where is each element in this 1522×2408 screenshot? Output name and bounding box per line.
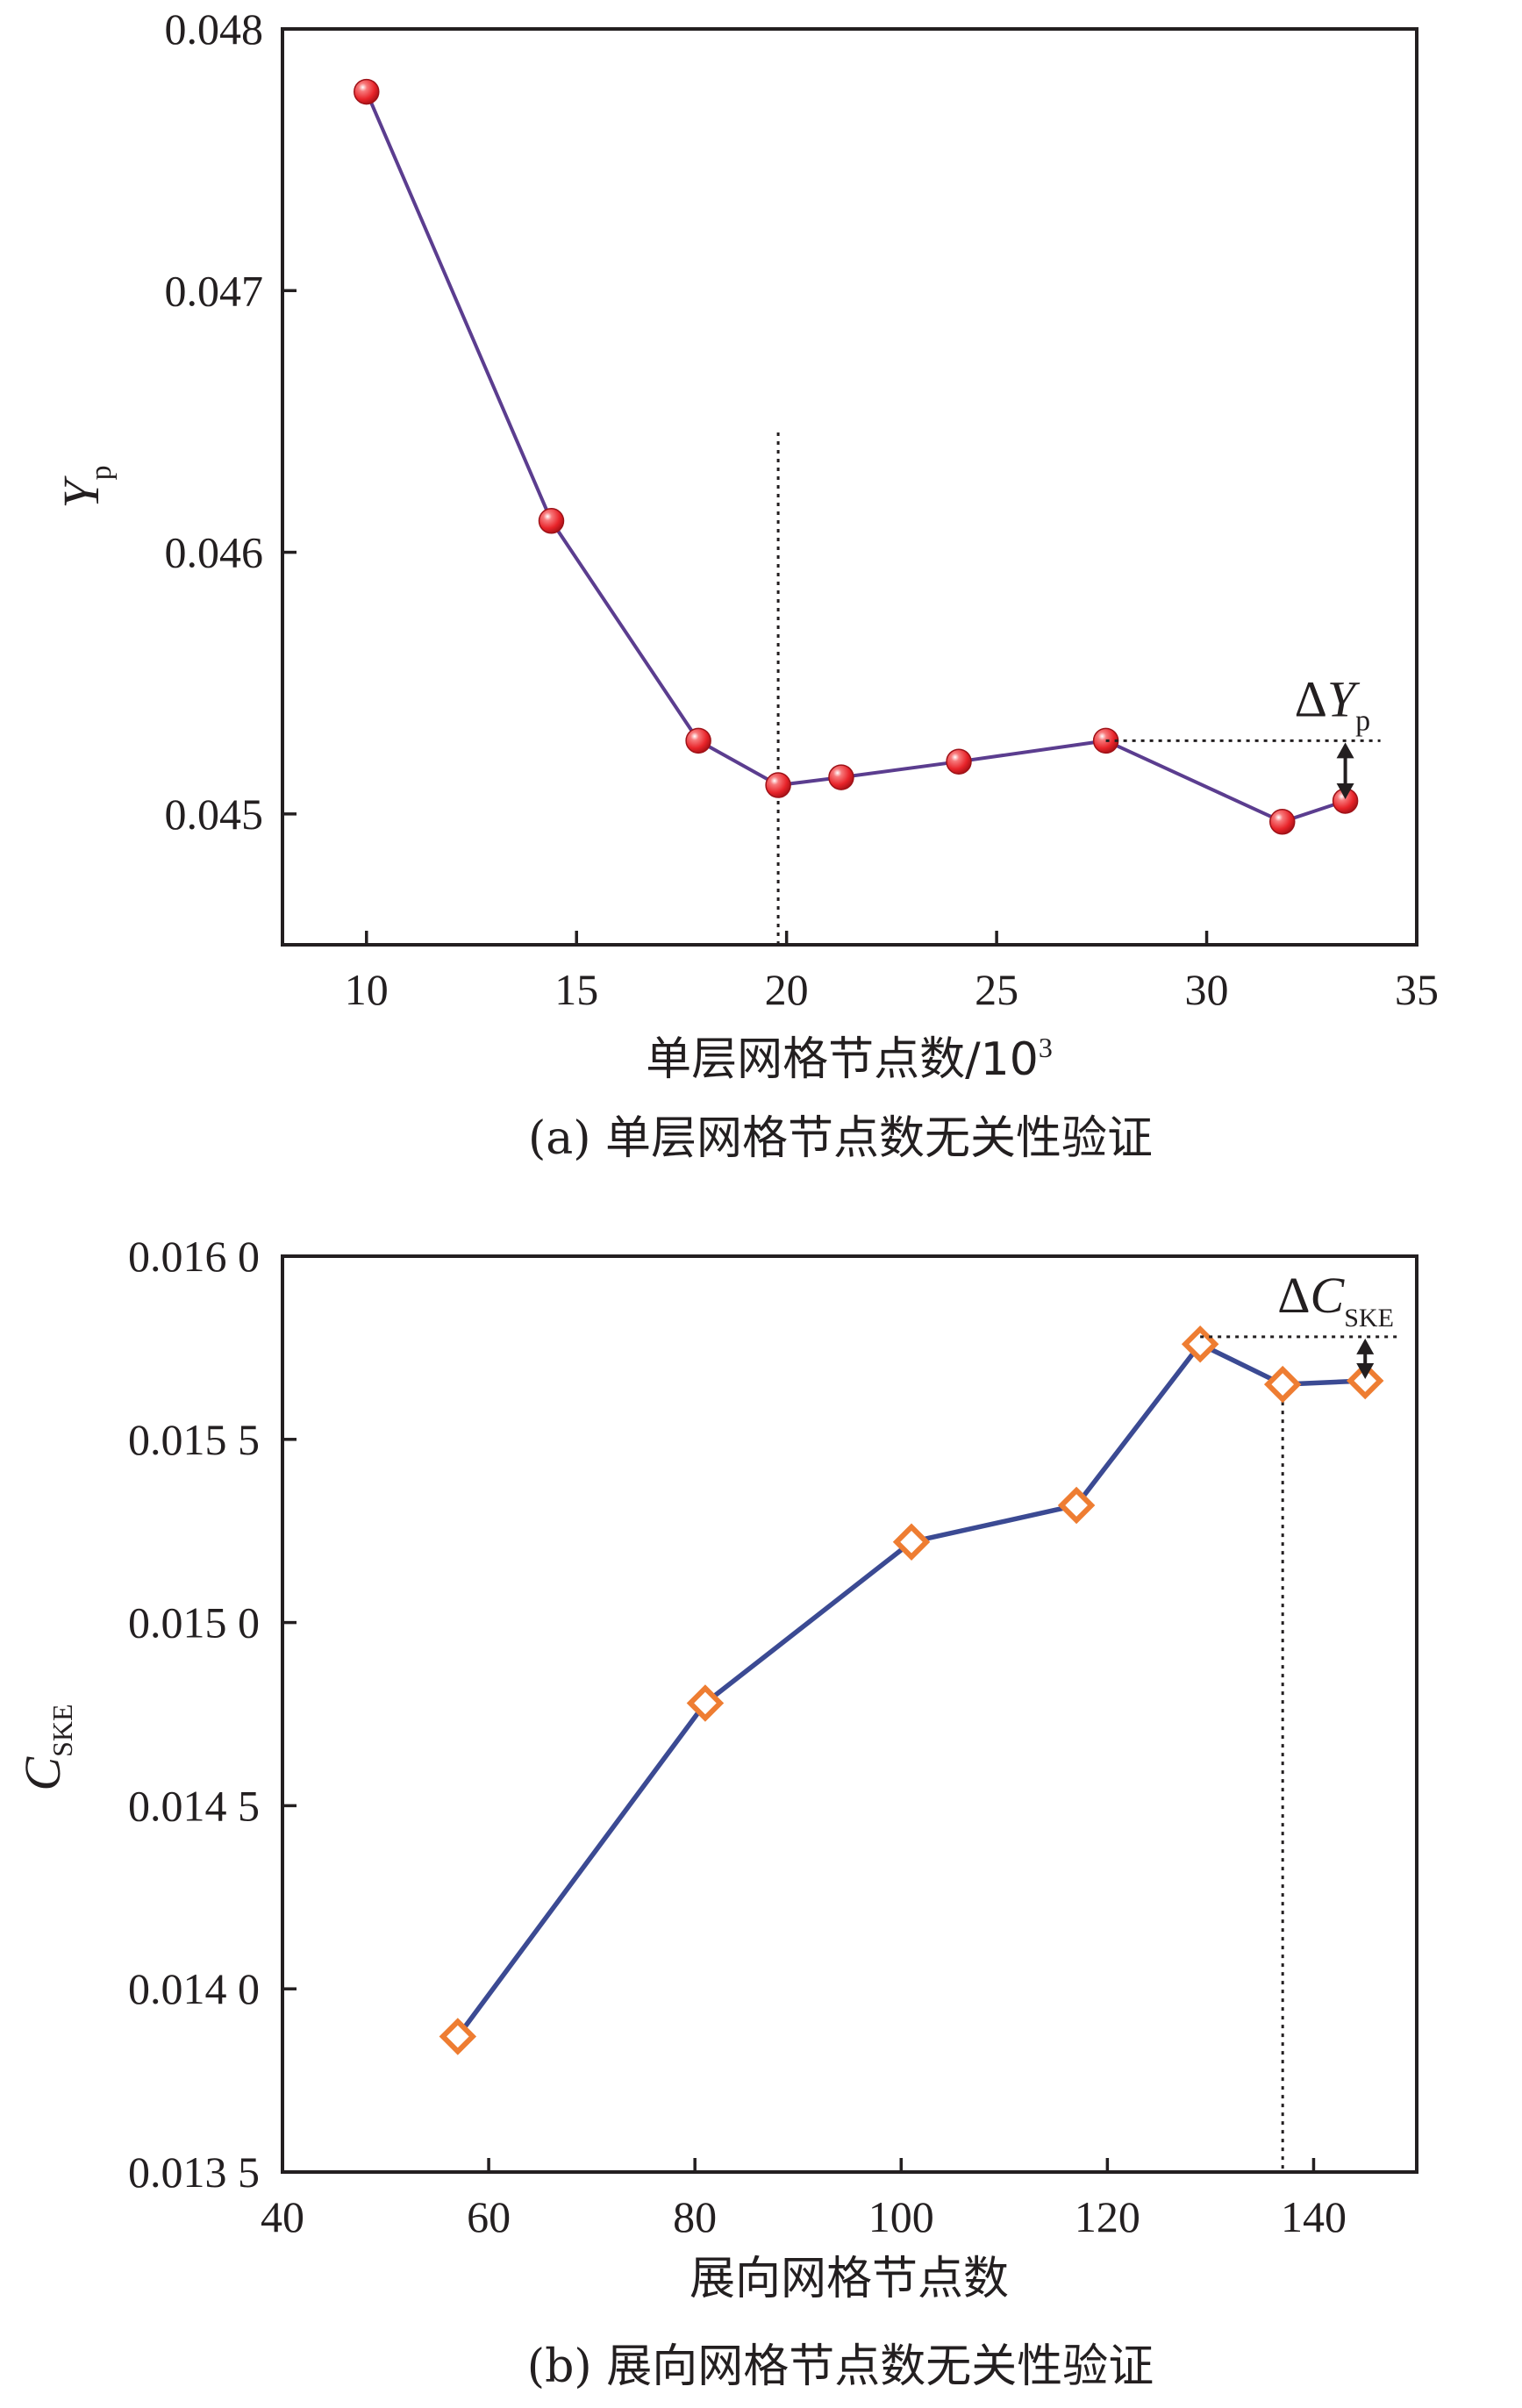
chart-a: 10 15 20 25 30 35 0.045 0.046 0.047 0.048 ΔYp 单层网… bbox=[53, 4, 1439, 1165]
delta-annotation-label: ΔYp bbox=[1295, 670, 1371, 737]
x-tick-label: 40 bbox=[261, 2192, 304, 2241]
delta-arrow-head-down bbox=[1336, 782, 1354, 799]
x-tick-label: 30 bbox=[1185, 965, 1229, 1014]
chart-b-caption: (b) 展向网格节点数无关性验证 bbox=[527, 2340, 1154, 2393]
data-point bbox=[828, 764, 854, 790]
chart-b: 40 60 80 100 120 140 0.013 5 0.014 0 0.014 5 0.01… bbox=[14, 1232, 1418, 2393]
data-point bbox=[892, 1523, 931, 1561]
chart-a-ticks: 10 15 20 25 30 35 0.045 0.046 0.047 0.048 bbox=[165, 4, 1440, 1014]
x-tick-label: 80 bbox=[673, 2192, 717, 2241]
data-point bbox=[354, 78, 380, 105]
data-point bbox=[439, 2018, 477, 2055]
y-tick-label: 0.015 5 bbox=[128, 1415, 260, 1464]
chart-a-series bbox=[354, 78, 1359, 835]
y-tick-label: 0.014 5 bbox=[128, 1781, 260, 1830]
x-tick-label: 25 bbox=[975, 965, 1018, 1014]
x-tick-label: 10 bbox=[345, 965, 389, 1014]
chart-a-annotation: ΔYp bbox=[1105, 670, 1381, 799]
data-point bbox=[946, 748, 972, 775]
x-tick-label: 120 bbox=[1075, 2192, 1140, 2241]
delta-arrow-head-up bbox=[1336, 742, 1354, 759]
y-tick-label: 0.048 bbox=[165, 4, 264, 54]
x-tick-label: 20 bbox=[765, 965, 809, 1014]
data-point bbox=[686, 1684, 725, 1722]
chart-b-y-axis-label: CSKE bbox=[14, 1704, 78, 1790]
y-tick-label: 0.016 0 bbox=[128, 1232, 260, 1281]
y-tick-label: 0.013 5 bbox=[128, 2147, 260, 2197]
series-line bbox=[364, 90, 1347, 824]
chart-b-annotation: ΔCSKE bbox=[1200, 1267, 1401, 1379]
chart-b-ticks: 40 60 80 100 120 140 0.013 5 0.014 0 0.014 5 0.01… bbox=[128, 1232, 1347, 2241]
x-tick-label: 15 bbox=[554, 965, 598, 1014]
series-line bbox=[455, 1341, 1366, 2039]
y-tick-label: 0.014 0 bbox=[128, 1964, 260, 2013]
data-point bbox=[1057, 1486, 1096, 1525]
chart-a-x-axis-label: 单层网格节点数/103 bbox=[646, 1032, 1053, 1086]
chart-b-plot-frame bbox=[281, 1254, 1418, 2174]
y-tick-label: 0.015 0 bbox=[128, 1598, 260, 1647]
chart-b-series bbox=[439, 1325, 1384, 2055]
data-point bbox=[1346, 1361, 1384, 1400]
y-tick-label: 0.047 bbox=[165, 266, 264, 315]
chart-a-caption: (a) 单层网格节点数无关性验证 bbox=[528, 1112, 1153, 1165]
data-point bbox=[765, 772, 791, 798]
chart-b-x-axis-label: 展向网格节点数 bbox=[690, 2253, 1009, 2305]
y-tick-label: 0.045 bbox=[165, 790, 264, 839]
delta-arrow-head-up bbox=[1356, 1338, 1375, 1354]
x-tick-label: 100 bbox=[868, 2192, 934, 2241]
chart-a-plot-frame bbox=[281, 27, 1418, 947]
data-point bbox=[1181, 1325, 1219, 1363]
x-tick-label: 140 bbox=[1281, 2192, 1347, 2241]
chart-a-y-axis-label: Yp bbox=[53, 465, 118, 508]
y-tick-label: 0.046 bbox=[165, 528, 264, 577]
delta-annotation-label: ΔCSKE bbox=[1277, 1267, 1394, 1333]
x-tick-label: 60 bbox=[467, 2192, 511, 2241]
data-point bbox=[538, 508, 565, 534]
data-point bbox=[685, 727, 711, 754]
x-tick-label: 35 bbox=[1395, 965, 1439, 1014]
data-point bbox=[1269, 809, 1296, 835]
delta-arrow-head-down bbox=[1356, 1362, 1375, 1379]
data-point bbox=[1263, 1365, 1302, 1404]
